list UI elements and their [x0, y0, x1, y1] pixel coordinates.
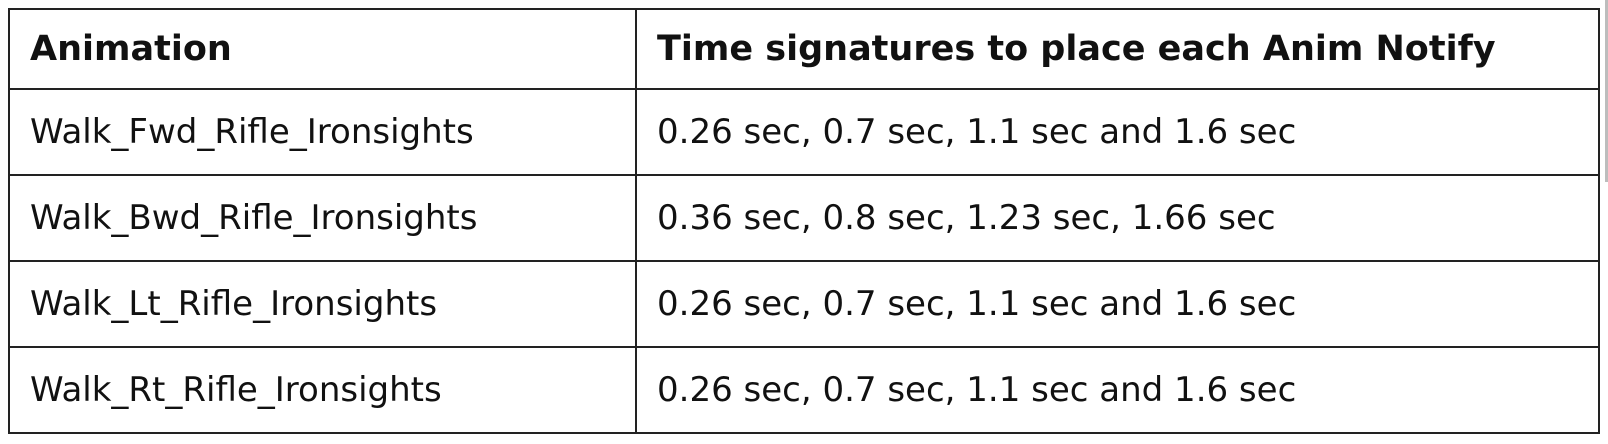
animation-name-cell: Walk_Fwd_Rifle_Ironsights [8, 88, 637, 176]
table-row: Walk_Bwd_Rifle_Ironsights 0.36 sec, 0.8 … [8, 174, 1600, 262]
table-row: Walk_Rt_Rifle_Ironsights 0.26 sec, 0.7 s… [8, 346, 1600, 434]
table-row: Walk_Lt_Rifle_Ironsights 0.26 sec, 0.7 s… [8, 260, 1600, 348]
scrollbar[interactable] [1605, 0, 1608, 182]
table-row: Walk_Fwd_Rifle_Ironsights 0.26 sec, 0.7 … [8, 88, 1600, 176]
time-signatures-cell: 0.36 sec, 0.8 sec, 1.23 sec, 1.66 sec [635, 174, 1600, 262]
table-body: Walk_Fwd_Rifle_Ironsights 0.26 sec, 0.7 … [8, 88, 1600, 434]
header-row: Animation Time signatures to place each … [8, 8, 1600, 90]
time-signatures-cell: 0.26 sec, 0.7 sec, 1.1 sec and 1.6 sec [635, 88, 1600, 176]
table-header: Animation Time signatures to place each … [8, 8, 1600, 90]
animation-name-cell: Walk_Bwd_Rifle_Ironsights [8, 174, 637, 262]
time-signatures-cell: 0.26 sec, 0.7 sec, 1.1 sec and 1.6 sec [635, 260, 1600, 348]
animation-notify-table: Animation Time signatures to place each … [8, 8, 1600, 434]
animation-name-cell: Walk_Rt_Rifle_Ironsights [8, 346, 637, 434]
column-header-time-signatures: Time signatures to place each Anim Notif… [635, 8, 1600, 90]
animation-name-cell: Walk_Lt_Rifle_Ironsights [8, 260, 637, 348]
time-signatures-cell: 0.26 sec, 0.7 sec, 1.1 sec and 1.6 sec [635, 346, 1600, 434]
column-header-animation: Animation [8, 8, 637, 90]
